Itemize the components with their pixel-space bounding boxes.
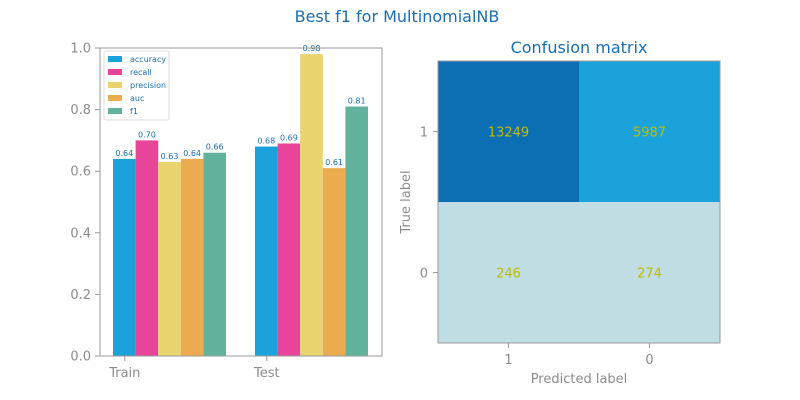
legend-swatch-precision <box>108 82 122 88</box>
legend-label-auc: auc <box>130 94 144 103</box>
bar-accuracy-train <box>113 158 136 356</box>
confusion-matrix-values: 13249 5987 246 274 <box>488 126 666 282</box>
cm-cell-0-1 <box>438 202 579 343</box>
bar-precision-train <box>158 161 181 356</box>
bar-chart-panel: 0.00.20.40.60.81.0 0.640.700.63 0.640.660… <box>70 42 383 381</box>
bar-value-label: 0.68 <box>257 137 275 146</box>
legend-box <box>103 50 170 121</box>
legend-label-accuracy: accuracy <box>130 55 166 64</box>
bar-chart-frame <box>99 47 383 357</box>
bar-auc-test <box>322 168 346 356</box>
legend-swatch-recall <box>108 69 122 75</box>
figure-title: Best f1 for MultinomialNB <box>295 7 500 26</box>
bar-value-label: 0.66 <box>206 143 224 152</box>
cm-value: 13249 <box>488 126 529 141</box>
legend-swatch-auc <box>108 95 122 101</box>
confusion-matrix-cells <box>438 61 720 343</box>
confusion-matrix-panel: Confusion matrix 13249 5987 246 274 1 0 1 0 Pr… <box>399 38 721 387</box>
bar-accuracy-test <box>255 146 278 356</box>
bar-value-label: 0.64 <box>183 149 201 158</box>
bar-chart-y-ticks: 0.0 0.2 0.4 0.6 0.8 1.0 <box>70 42 100 365</box>
y-tick-label: 0.8 <box>70 103 91 118</box>
y-tick-label: 0.4 <box>70 226 91 241</box>
bar-value-label: 0.69 <box>280 133 298 142</box>
legend-label-precision: precision <box>130 81 166 90</box>
cm-value: 5987 <box>633 126 666 141</box>
legend-swatch-f1 <box>108 108 122 114</box>
cm-value: 246 <box>496 267 521 282</box>
y-tick-label: 0.6 <box>70 165 91 180</box>
bar-precision-test <box>300 54 323 356</box>
bar-value-label: 0.70 <box>138 130 156 139</box>
bar-auc-train <box>180 158 204 356</box>
x-tick-label: Test <box>253 366 280 381</box>
bar-value-label: 0.64 <box>115 149 133 158</box>
bar-chart-bars <box>113 54 368 357</box>
cm-cell-1-0 <box>579 61 720 202</box>
bar-value-label: 0.81 <box>348 97 366 106</box>
confusion-matrix-xlabel: Predicted label <box>531 372 628 387</box>
confusion-matrix-frame <box>437 60 721 344</box>
bar-recall-train <box>135 140 159 356</box>
bar-value-label: 0.98 <box>303 44 321 53</box>
bar-chart-x-ticks: Train Test <box>108 356 280 381</box>
y-tick-label: 0.0 <box>70 350 91 365</box>
confusion-matrix-ylabel: True label <box>399 170 414 234</box>
cm-value: 274 <box>637 267 662 282</box>
cm-x-tick-label: 1 <box>504 353 512 368</box>
y-tick-label: 0.2 <box>70 288 91 303</box>
cm-cell-1-1 <box>438 61 579 202</box>
y-tick-label: 1.0 <box>70 42 91 57</box>
bar-value-label: 0.61 <box>325 158 343 167</box>
bar-value-label: 0.63 <box>161 152 179 161</box>
cm-x-tick-label: 0 <box>645 353 653 368</box>
legend-label-f1: f1 <box>130 107 138 116</box>
x-tick-label: Train <box>108 366 140 381</box>
cm-cell-0-0 <box>579 202 720 343</box>
bar-chart-legend: accuracy recall precision auc f1 <box>103 50 170 121</box>
confusion-matrix-ticks: 1 0 1 0 <box>420 126 654 369</box>
legend-swatch-accuracy <box>108 56 122 62</box>
legend-label-recall: recall <box>130 68 152 77</box>
bar-f1-train <box>203 152 226 356</box>
confusion-matrix-title: Confusion matrix <box>511 38 648 57</box>
bar-chart-value-labels: 0.64 0.70 0.63 0.64 0.66 0.68 0.69 0.98 0.61 0.81 <box>115 44 365 167</box>
cm-y-tick-label: 1 <box>420 126 428 141</box>
bar-recall-test <box>277 143 301 356</box>
bar-f1-test <box>345 106 368 357</box>
cm-y-tick-label: 0 <box>420 267 428 282</box>
